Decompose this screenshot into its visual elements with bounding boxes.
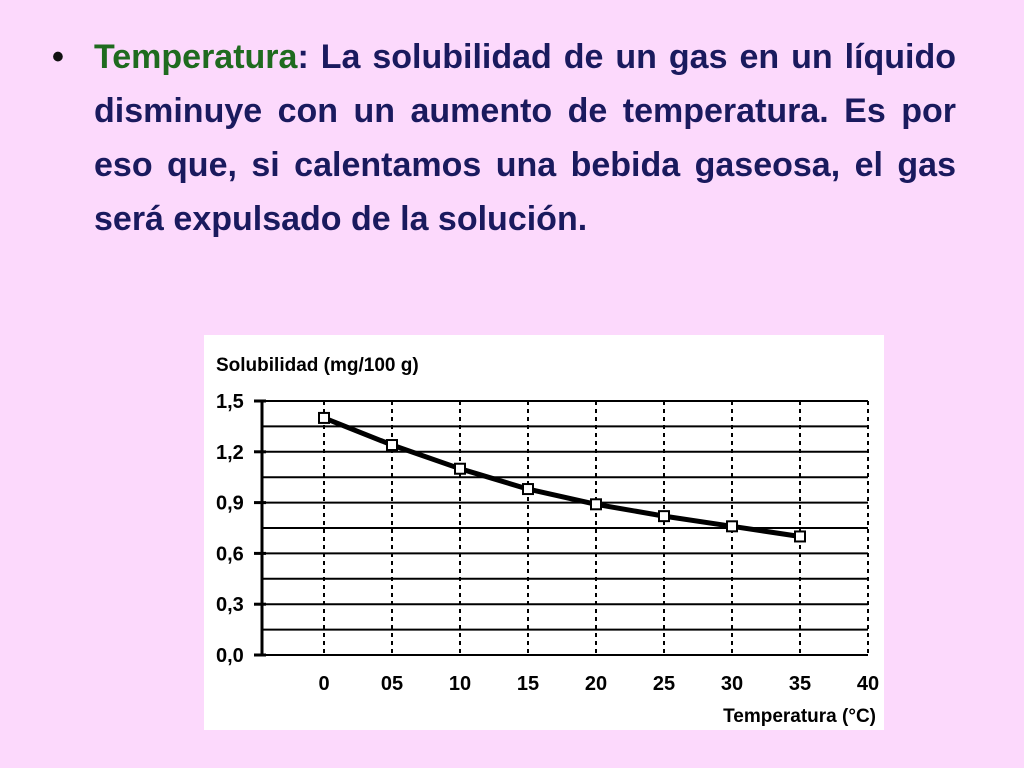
y-tick-label: 0,9 — [216, 493, 244, 515]
bullet-marker: • — [52, 38, 64, 76]
axis-layer — [254, 399, 266, 657]
data-point — [318, 411, 330, 424]
bullet-body: La solubilidad de un gas en un líquido d… — [94, 38, 956, 238]
x-tick-label: 15 — [517, 673, 539, 695]
x-tick-label: 10 — [449, 673, 471, 695]
x-tick-label: 0 — [318, 673, 329, 695]
x-tick-label: 20 — [585, 673, 607, 695]
bullet-paragraph: • Temperatura: La solubilidad de un gas … — [52, 30, 956, 246]
x-tick-label: 40 — [857, 673, 879, 695]
x-tick-label: 25 — [653, 673, 675, 695]
data-point — [794, 530, 806, 543]
series-line — [323, 415, 801, 539]
x-tick-label: 35 — [789, 673, 811, 695]
x-axis-label: Temperatura (°C) — [723, 706, 876, 727]
y-axis-label: Solubilidad (mg/100 g) — [216, 355, 419, 376]
term-temperatura: Temperatura — [94, 38, 298, 76]
label-layer: Solubilidad (mg/100 g) Temperatura (°C) … — [216, 355, 879, 727]
y-tick-label: 0,3 — [216, 594, 244, 616]
series-layer — [318, 411, 806, 543]
x-tick-label: 05 — [381, 673, 403, 695]
chart-svg: Solubilidad (mg/100 g) Temperatura (°C) … — [216, 355, 879, 727]
solubility-chart: Solubilidad (mg/100 g) Temperatura (°C) … — [204, 335, 884, 730]
y-tick-label: 0,0 — [216, 645, 244, 667]
bullet-text: Temperatura: La solubilidad de un gas en… — [94, 30, 956, 246]
y-tick-label: 0,6 — [216, 543, 244, 565]
grid-layer — [262, 400, 869, 656]
data-point — [522, 483, 534, 496]
data-point — [590, 498, 602, 511]
data-point — [386, 439, 398, 452]
term-separator: : — [297, 38, 309, 76]
data-point — [454, 462, 466, 475]
x-tick-label: 30 — [721, 673, 743, 695]
y-tick-label: 1,2 — [216, 442, 244, 464]
data-point — [658, 510, 670, 523]
data-point — [726, 520, 738, 533]
y-tick-label: 1,5 — [216, 391, 244, 413]
